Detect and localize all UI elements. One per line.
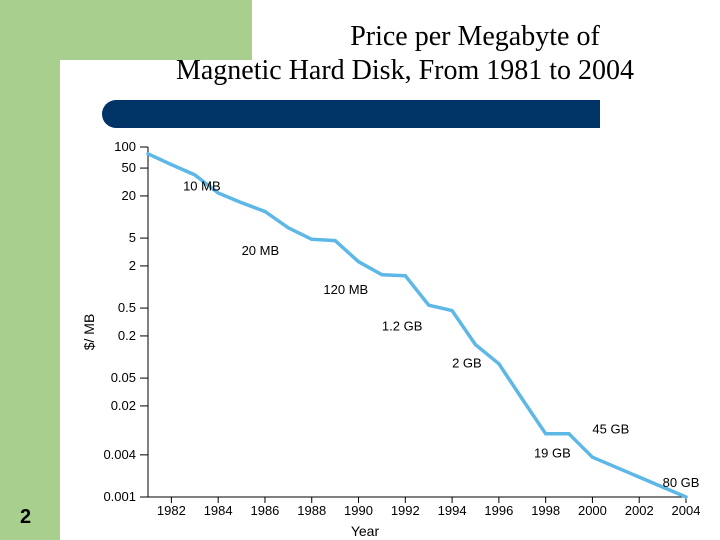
x-tick-label: 2002 — [625, 503, 654, 518]
price-data-point — [590, 455, 595, 459]
price-data-point — [567, 432, 571, 436]
capacity-annotation: 20 MB — [242, 243, 280, 258]
y-tick-label: 2 — [129, 258, 136, 273]
x-tick-label: 1988 — [297, 503, 326, 518]
title-underline-bar — [102, 100, 600, 128]
capacity-annotation: 1.2 GB — [382, 319, 422, 334]
chart-panel: 100 50 20 5 2 0.5 0.2 0.05 0.02 0.004 0.001 1982 198… — [70, 136, 700, 540]
price-data-point — [684, 495, 688, 499]
y-tick-label: 0.004 — [103, 447, 136, 462]
price-per-mb-chart: 100 50 20 5 2 0.5 0.2 0.05 0.02 0.004 0.001 1982 198… — [81, 139, 700, 539]
capacity-annotation: 10 MB — [183, 179, 221, 194]
y-axis-label: $/ MB — [81, 314, 97, 351]
y-tick-label: 0.05 — [111, 370, 136, 385]
slide-number: 2 — [20, 506, 32, 528]
x-tick-label: 2000 — [578, 503, 607, 518]
x-tick-label: 1994 — [438, 503, 467, 518]
price-data-point — [497, 362, 501, 366]
price-data-point — [544, 432, 548, 436]
y-tick-label: 5 — [129, 230, 136, 245]
slide-title: Price per Megabyte of Magnetic Hard Disk… — [90, 20, 720, 88]
x-tick-label: 2004 — [672, 503, 700, 518]
price-data-point — [356, 260, 361, 264]
price-data-point — [193, 173, 197, 177]
price-data-point — [239, 201, 244, 205]
y-tick-label: 100 — [114, 139, 136, 154]
capacity-annotation: 19 GB — [534, 446, 571, 461]
x-tick-label: 1992 — [391, 503, 420, 518]
price-data-point — [450, 309, 454, 313]
price-data-point — [146, 152, 150, 156]
y-tick-label: 20 — [122, 188, 136, 203]
capacity-annotation: 2 GB — [452, 356, 482, 371]
y-tick-label: 50 — [122, 160, 136, 175]
slide-title-line2: Magnetic Hard Disk, From 1981 to 2004 — [175, 55, 635, 86]
price-data-point — [310, 237, 314, 241]
capacity-annotation: 80 GB — [663, 475, 700, 490]
price-data-point — [403, 274, 407, 278]
title-accent-block — [60, 0, 252, 60]
price-data-point — [263, 209, 267, 214]
x-tick-label: 1990 — [344, 503, 373, 518]
price-data-point — [169, 163, 173, 167]
price-data-point — [380, 273, 384, 277]
price-data-point — [286, 226, 290, 230]
price-data-point — [216, 191, 220, 195]
y-tick-label: 0.5 — [118, 300, 136, 315]
left-accent-band — [0, 0, 60, 540]
x-axis-label: Year — [351, 523, 380, 539]
slide-title-line1: Price per Megabyte of — [350, 21, 600, 52]
y-tick-label: 0.001 — [103, 489, 136, 504]
x-tick-label: 1986 — [250, 503, 279, 518]
price-data-point — [427, 303, 431, 307]
price-data-point — [333, 239, 337, 243]
y-tick-label: 0.02 — [111, 398, 136, 413]
x-tick-label: 1982 — [157, 503, 186, 518]
x-tick-label: 1996 — [484, 503, 513, 518]
y-tick-label: 0.2 — [118, 328, 136, 343]
capacity-annotation: 120 MB — [323, 282, 368, 297]
x-tick-label: 1984 — [204, 503, 233, 518]
x-tick-label: 1998 — [531, 503, 560, 518]
capacity-annotation: 45 GB — [592, 422, 629, 437]
price-data-point — [520, 397, 524, 401]
price-data-point — [473, 343, 478, 347]
